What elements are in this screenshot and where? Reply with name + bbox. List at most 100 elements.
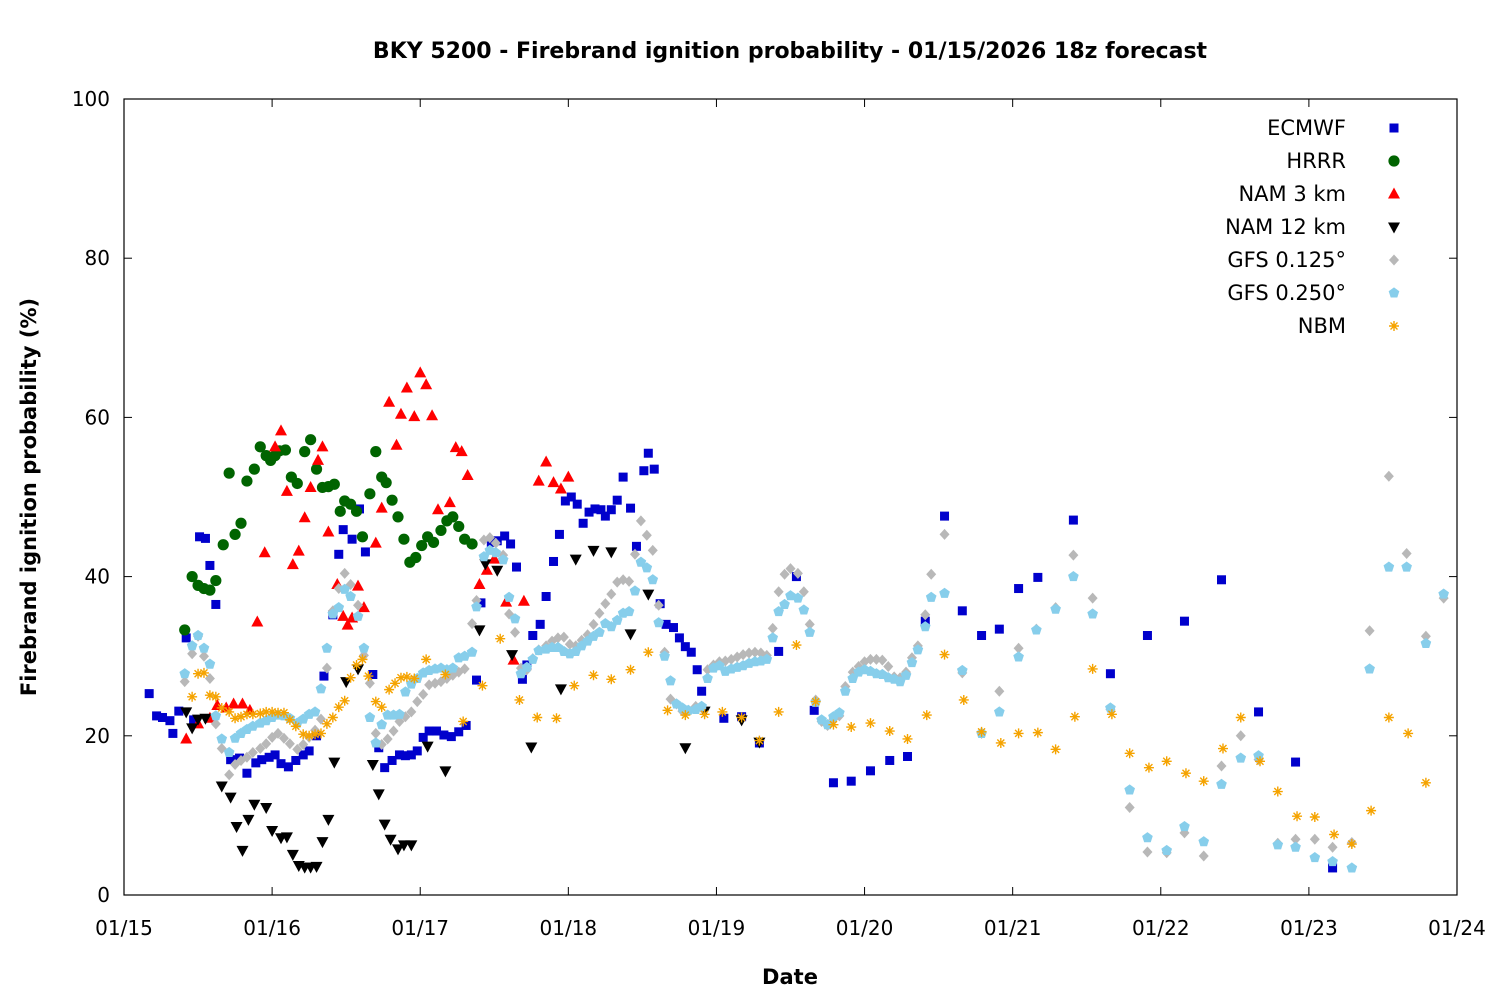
data-point [174,706,184,716]
data-point [1198,850,1209,862]
data-point [466,646,478,657]
data-point [906,656,918,668]
data-point [366,759,379,771]
y-axis-label: Firebrand ignition probability (%) [17,298,41,696]
legend-label: GFS 0.250° [1227,281,1346,305]
data-point [278,707,289,718]
data-point [1272,839,1284,850]
data-point [453,520,465,533]
data-point [1235,712,1246,723]
data-point [1254,707,1264,717]
data-point [696,700,707,711]
data-point [387,755,397,765]
data-point [653,617,665,628]
legend-marker [1388,155,1400,167]
data-point [976,726,987,737]
data-point [210,710,222,721]
data-point [903,751,913,761]
data-point [1106,709,1117,720]
data-point [158,712,168,722]
data-point [298,511,311,523]
data-point [606,505,616,515]
data-point [1032,727,1043,738]
data-point [392,511,404,523]
data-point [316,440,329,452]
data-point [364,488,376,500]
data-point [977,631,987,641]
data-point [639,466,649,476]
data-point [315,683,327,694]
data-point [198,650,209,662]
data-point [846,722,857,733]
data-point [384,684,395,695]
data-point [390,678,401,689]
data-point [418,688,429,700]
data-point [1161,844,1173,855]
data-point [486,537,496,547]
data-point [414,366,427,378]
data-point [447,511,459,523]
data-point [261,738,272,750]
data-point [527,653,539,664]
data-point [919,621,931,632]
data-point [1142,846,1153,858]
data-point [641,562,653,573]
data-point [394,750,404,760]
data-point [398,533,410,545]
data-point [384,834,397,846]
data-point [1216,778,1227,789]
data-point [668,623,678,633]
data-point [883,661,894,673]
data-point [719,713,729,723]
data-marks [144,366,1449,874]
data-point [447,662,459,673]
data-point [507,653,520,665]
data-point [525,742,538,754]
data-point [490,537,501,549]
data-point [503,591,515,602]
data-point [241,751,252,763]
data-point [779,598,790,609]
data-point [440,669,451,680]
legend-label: HRRR [1286,149,1346,173]
data-point [902,733,913,744]
data-point [692,665,702,675]
data-point [339,583,351,594]
y-tick-label: 0 [97,883,110,907]
data-point [551,713,562,724]
data-point [198,667,209,678]
data-point [298,739,309,751]
data-point [187,691,198,702]
data-point [186,640,198,651]
data-point [554,482,567,494]
data-point [877,654,888,666]
data-point [394,407,407,419]
data-point [235,517,247,529]
data-point [1401,548,1412,560]
data-point [261,706,272,717]
data-point [210,718,221,730]
data-point [192,714,205,726]
data-point [653,599,664,611]
data-point [424,726,434,736]
series-gfs-0-250- [179,544,1449,873]
data-point [356,531,369,543]
data-point [497,554,509,565]
data-point [594,607,605,619]
data-point [569,554,582,566]
data-point [473,625,486,637]
data-point [204,690,215,701]
data-point [686,647,696,657]
data-point [625,664,636,675]
data-point [459,663,470,675]
data-point [517,674,527,684]
data-point [251,615,264,627]
data-point [383,395,396,407]
series-hrrr [179,434,478,636]
data-point [251,758,261,768]
data-point [247,709,258,720]
data-point [1420,777,1431,788]
data-point [370,696,381,707]
data-point [1179,820,1190,832]
data-point [180,707,193,719]
